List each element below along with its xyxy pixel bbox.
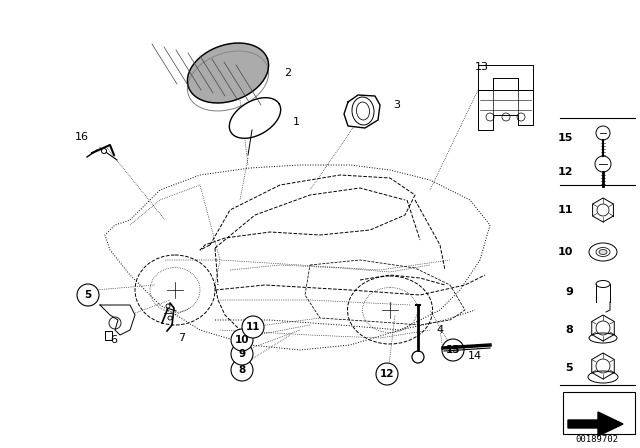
Text: 2: 2 [284,68,291,78]
Circle shape [231,329,253,351]
Circle shape [166,304,170,308]
Polygon shape [100,305,135,335]
Text: 9: 9 [565,287,573,297]
Text: 10: 10 [557,247,573,257]
Ellipse shape [588,371,618,383]
Text: 3: 3 [393,100,400,110]
Polygon shape [105,331,112,340]
Polygon shape [568,412,623,436]
Text: 15: 15 [557,133,573,143]
Polygon shape [229,98,281,138]
Text: 8: 8 [565,325,573,335]
Text: 1: 1 [293,117,300,127]
Circle shape [442,339,464,361]
Text: 5: 5 [565,363,573,373]
Circle shape [242,316,264,338]
Text: 13: 13 [475,62,489,72]
Text: 11: 11 [246,322,260,332]
Polygon shape [478,90,533,130]
Ellipse shape [596,247,610,257]
Text: 00189702: 00189702 [575,435,618,444]
Polygon shape [592,353,614,379]
Text: 8: 8 [238,365,246,375]
Circle shape [102,148,106,154]
Text: 7: 7 [178,333,185,343]
Circle shape [77,284,99,306]
Text: 16: 16 [75,132,89,142]
Circle shape [231,359,253,381]
Polygon shape [188,43,269,103]
Polygon shape [592,315,614,341]
Text: 6: 6 [110,335,117,345]
Text: 9: 9 [239,349,246,359]
Text: 5: 5 [84,290,92,300]
Polygon shape [596,284,610,302]
Circle shape [376,363,398,385]
Polygon shape [344,95,380,128]
Text: 4: 4 [436,325,443,335]
Text: 12: 12 [557,167,573,177]
Circle shape [168,316,172,320]
Text: 12: 12 [380,369,394,379]
Ellipse shape [599,250,607,254]
Text: 10: 10 [235,335,249,345]
Ellipse shape [589,333,617,343]
Polygon shape [593,198,613,222]
Bar [563,392,635,434]
Polygon shape [478,65,533,90]
Circle shape [231,343,253,365]
Text: 15: 15 [445,345,460,355]
Ellipse shape [589,243,617,261]
Text: 11: 11 [557,205,573,215]
Text: 14: 14 [468,351,482,361]
